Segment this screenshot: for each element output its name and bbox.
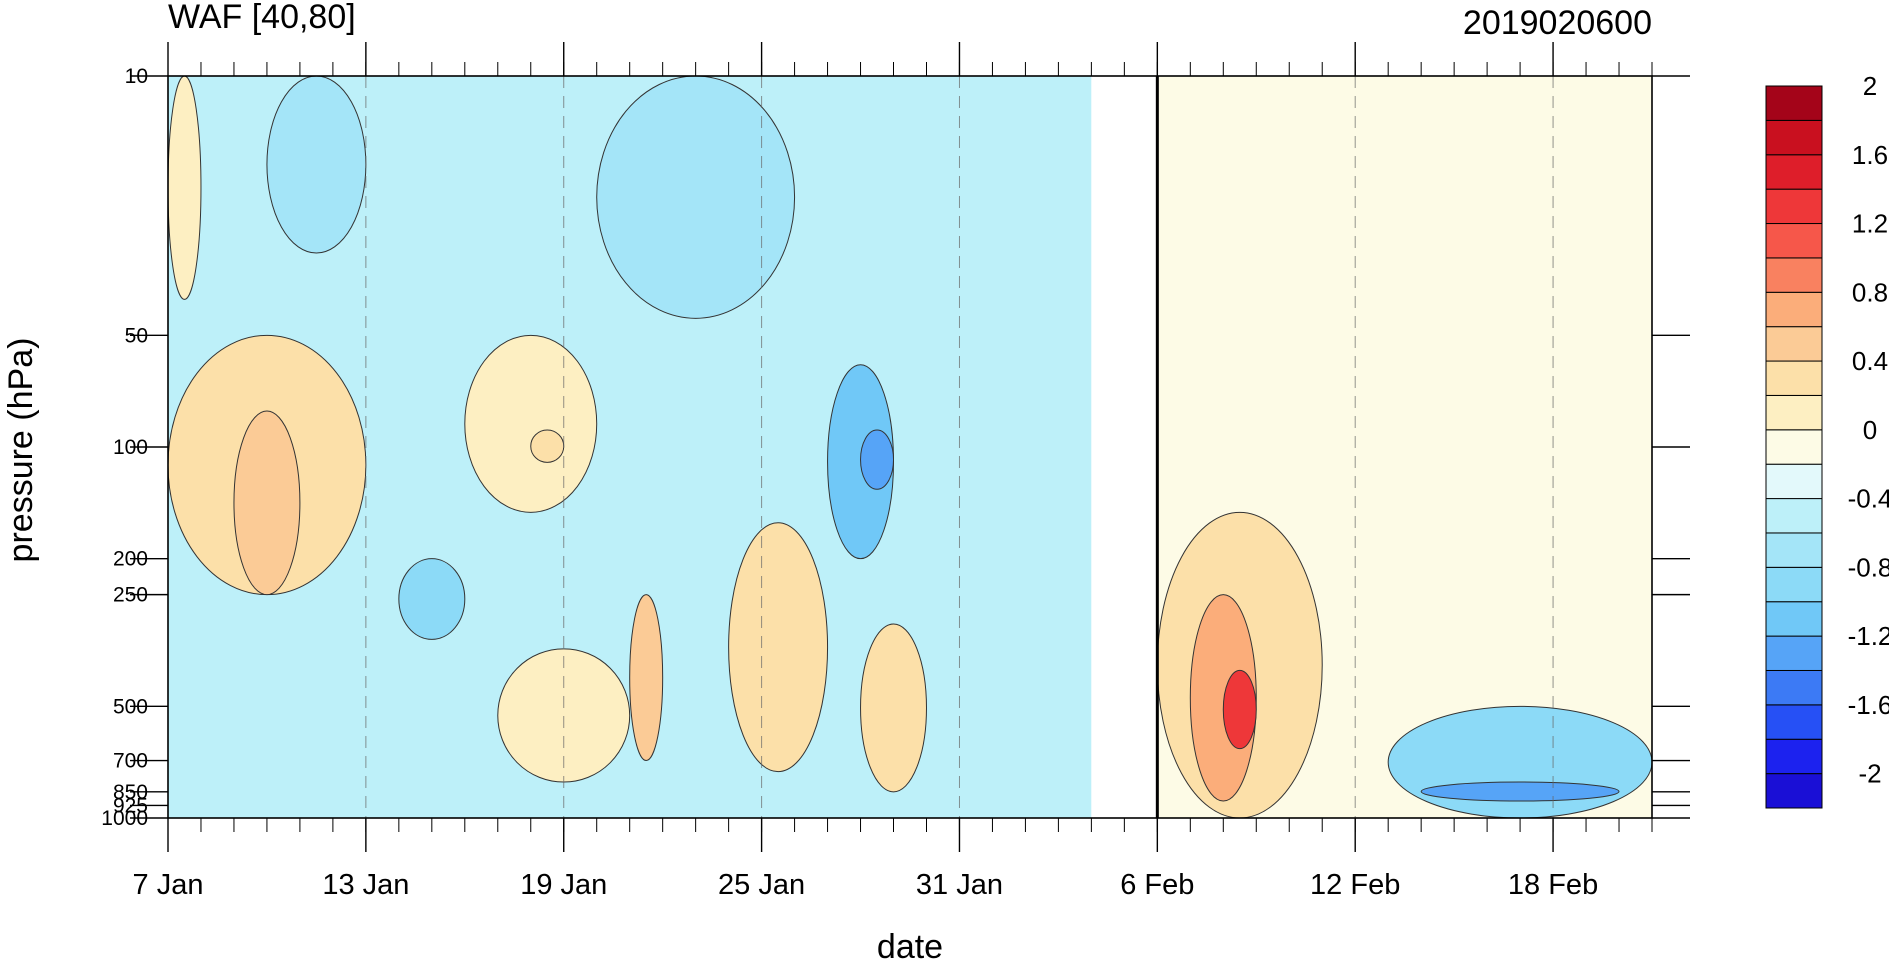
colorbar-swatch: [1765, 85, 1823, 121]
missing-data-gap: [1091, 76, 1158, 818]
contour-regions: [168, 76, 1652, 818]
y-tick-label: 100: [113, 436, 148, 459]
contour-region: [266, 76, 367, 254]
contour-region: [1420, 781, 1620, 802]
colorbar-swatch: [1765, 429, 1823, 465]
contour-region: [728, 522, 829, 773]
contour-region: [860, 429, 895, 490]
x-tick-label: 18 Feb: [1508, 869, 1598, 901]
colorbar-swatch: [1765, 394, 1823, 431]
missing-data-gaps: [1091, 76, 1158, 818]
colorbar-label: 0.8: [1852, 277, 1888, 307]
colorbar-label: 1.6: [1852, 140, 1888, 170]
colorbar-swatch: [1765, 257, 1823, 293]
date-gridlines: [365, 76, 1554, 818]
colorbar-swatch: [1765, 119, 1823, 156]
chart-title-left: WAF [40,80]: [168, 0, 356, 36]
plot-area: 7 Jan 13 Jan 19 Jan 25 Jan 31 Jan 6 Feb 12 Feb…: [101, 42, 1690, 901]
contour-region: [629, 594, 664, 762]
y-tick-label: 500: [113, 695, 148, 718]
colorbar-swatch: [1765, 326, 1823, 362]
x-axis-ticks: 7 Jan 13 Jan 19 Jan 25 Jan 31 Jan 6 Feb 12 Feb…: [133, 42, 1653, 901]
x-tick-label: 25 Jan: [718, 869, 805, 901]
colorbar-label: -2: [1858, 759, 1881, 789]
colorbar-label: 0.4: [1852, 346, 1888, 376]
y-tick-label: 200: [113, 548, 148, 571]
x-tick-label: 6 Feb: [1120, 869, 1194, 901]
y-tick-label: 250: [113, 584, 148, 607]
colorbar-swatch: [1765, 223, 1823, 259]
colorbar-swatch: [1765, 635, 1823, 671]
y-tick-label: 1000: [101, 807, 148, 830]
x-tick-label: 31 Jan: [916, 869, 1003, 901]
colorbar-swatch: [1765, 154, 1823, 190]
chart-title-right: 2019020600: [1463, 4, 1652, 42]
colorbar: 2 1.6 1.2 0.8 0.4 0 -0.4 -0.8 -1.2 -1.6 -2: [1765, 71, 1889, 809]
colorbar-swatch: [1765, 773, 1823, 809]
x-tick-label: 12 Feb: [1310, 869, 1400, 901]
colorbar-swatch: [1765, 498, 1823, 534]
colorbar-swatch: [1765, 188, 1823, 225]
colorbar-label: 0: [1863, 415, 1877, 445]
colorbar-label: -0.4: [1848, 484, 1889, 514]
contour-region: [398, 558, 466, 640]
colorbar-swatch: [1765, 738, 1823, 775]
y-tick-label: 925: [113, 794, 148, 817]
colorbar-swatch: [1765, 669, 1823, 706]
y-tick-label: 50: [125, 324, 148, 347]
colorbar-swatch: [1765, 360, 1823, 396]
x-tick-label: 13 Jan: [322, 869, 409, 901]
contour-region: [168, 76, 202, 300]
x-axis-label: date: [877, 928, 943, 961]
y-tick-label: 10: [125, 65, 148, 88]
x-tick-label: 19 Jan: [520, 869, 607, 901]
contour-region: [1189, 594, 1257, 802]
colorbar-swatch: [1765, 566, 1823, 603]
y-tick-label: 850: [113, 781, 148, 804]
colorbar-label: 2: [1863, 71, 1877, 101]
contour-region: [860, 623, 927, 793]
x-tick-label: 7 Jan: [133, 869, 204, 901]
contour-region: [464, 334, 598, 513]
colorbar-swatch: [1765, 463, 1823, 500]
colorbar-swatch: [1765, 704, 1823, 740]
contour-region: [596, 76, 796, 319]
y-tick-label: 700: [113, 750, 148, 773]
contour-region: [530, 429, 565, 463]
colorbar-label: -1.6: [1848, 690, 1889, 720]
colorbar-swatch: [1765, 601, 1823, 637]
y-axis-label: pressure (hPa): [2, 338, 40, 563]
colorbar-label: 1.2: [1852, 209, 1888, 239]
contour-region: [1222, 669, 1257, 750]
colorbar-swatch: [1765, 532, 1823, 568]
colorbar-label: -1.2: [1848, 621, 1889, 651]
colorbar-label: -0.8: [1848, 552, 1889, 582]
colorbar-swatch: [1765, 291, 1823, 328]
contour-region: [233, 410, 301, 596]
